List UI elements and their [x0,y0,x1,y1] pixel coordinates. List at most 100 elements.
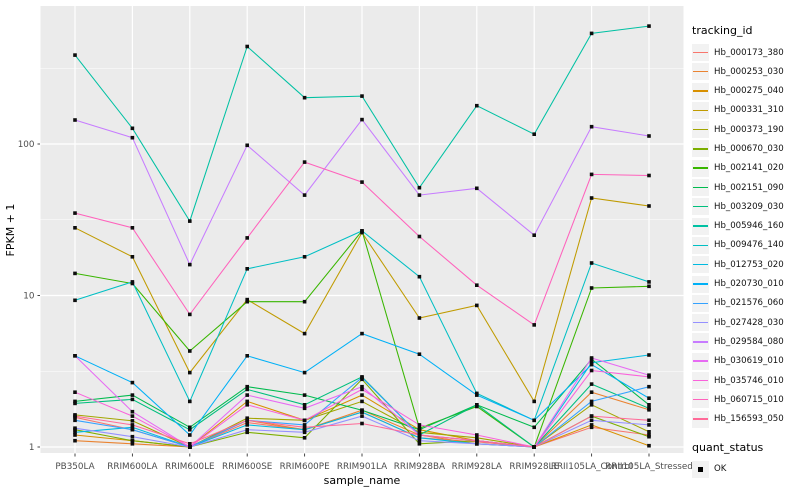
data-point [589,414,594,418]
data-point [245,403,249,407]
data-point [130,226,135,230]
legend-key-box [692,256,709,274]
data-point [589,286,594,290]
legend-entry-label: Hb_002141_020 [714,163,784,174]
data-point [73,401,77,406]
legend-entry-Hb_000275_040: Hb_000275_040 [692,82,798,100]
x-tick-label: RRIM600LA [107,462,157,472]
data-point [475,186,479,191]
legend-key-line-icon [693,302,708,304]
data-point [647,406,651,411]
data-point [73,426,77,430]
legend-entry-label: Hb_000670_030 [714,143,784,154]
data-point [245,420,249,425]
legend-key-box [692,410,709,428]
data-point [647,280,651,284]
data-point [647,423,651,427]
legend-entry-Hb_000670_030: Hb_000670_030 [692,140,798,158]
data-point [647,434,651,439]
legend-key-box [692,314,709,332]
legend-entry-label: Hb_156593_050 [714,414,784,425]
legend-key-box [692,159,709,177]
data-point [589,196,594,200]
legend-entry-label: Hb_000331_310 [714,105,784,116]
legend-entry-Hb_035746_010: Hb_035746_010 [692,372,798,390]
data-point [647,418,651,423]
data-point [589,399,594,404]
data-point [302,423,307,427]
data-point [589,382,594,386]
data-point [130,126,135,131]
legend-entry-label: Hb_029584_080 [714,336,784,347]
legend-entry-Hb_030619_010: Hb_030619_010 [692,352,798,370]
data-point [73,271,77,276]
legend-key-box [692,198,709,216]
data-point [130,393,135,397]
data-point [245,399,249,404]
legend-key-line-icon [693,70,708,73]
legend-key-box [692,82,709,100]
legend-entry-Hb_021576_060: Hb_021576_060 [692,294,798,312]
legend-entry-label: Hb_002151_090 [714,182,784,193]
y-tick-label: 100 [18,140,35,150]
data-point [130,380,135,385]
data-point [302,331,307,336]
data-point [417,193,422,197]
legend-entry-Hb_009476_140: Hb_009476_140 [692,236,798,254]
data-point [245,423,249,427]
legend-key-line-icon [693,263,708,266]
data-point [647,396,651,400]
legend-entry-label: Hb_060715_010 [714,394,784,405]
legend-entry-Hb_000331_310: Hb_000331_310 [692,101,798,119]
legend-key-box [692,236,709,254]
data-point [532,233,536,237]
data-point [532,418,536,423]
data-point [589,390,594,394]
data-point [475,438,479,443]
legend-key-box [692,275,709,293]
x-tick-label: RRIM928BA [394,462,445,472]
legend-entry-Hb_156593_050: Hb_156593_050 [692,410,798,428]
data-point [417,274,422,279]
data-point [360,399,364,404]
data-point [302,255,307,259]
data-point [245,44,249,49]
data-point [73,399,77,404]
data-point [360,393,364,397]
data-point [245,418,249,423]
data-point [302,406,307,411]
data-point [302,418,307,423]
legend-entry-label: Hb_027428_030 [714,317,784,328]
data-point [417,316,422,320]
legend-entry-Hb_000253_030: Hb_000253_030 [692,63,798,81]
legend-entry-Hb_005946_160: Hb_005946_160 [692,217,798,235]
legend-entry-label: Hb_030619_010 [714,356,784,367]
data-point [360,375,364,380]
data-point [417,433,422,437]
data-point [302,403,307,407]
data-point [73,298,77,303]
data-point [417,438,422,443]
data-point [245,354,249,358]
data-point [360,331,364,336]
data-point [188,312,192,317]
data-point [417,423,422,427]
legend-key-box [692,352,709,370]
data-point [647,384,651,389]
data-point [475,403,479,407]
data-point [73,438,77,443]
data-point [245,416,249,420]
data-point [130,434,135,439]
data-point [360,387,364,392]
data-point [245,267,249,271]
legend-entry-quant-OK: OK [692,460,798,478]
legend-key-box [692,179,709,197]
data-point [647,443,651,448]
data-point [532,323,536,327]
data-point [532,132,536,136]
legend-key-box [692,44,709,61]
data-point [130,397,135,402]
data-point [532,445,536,449]
